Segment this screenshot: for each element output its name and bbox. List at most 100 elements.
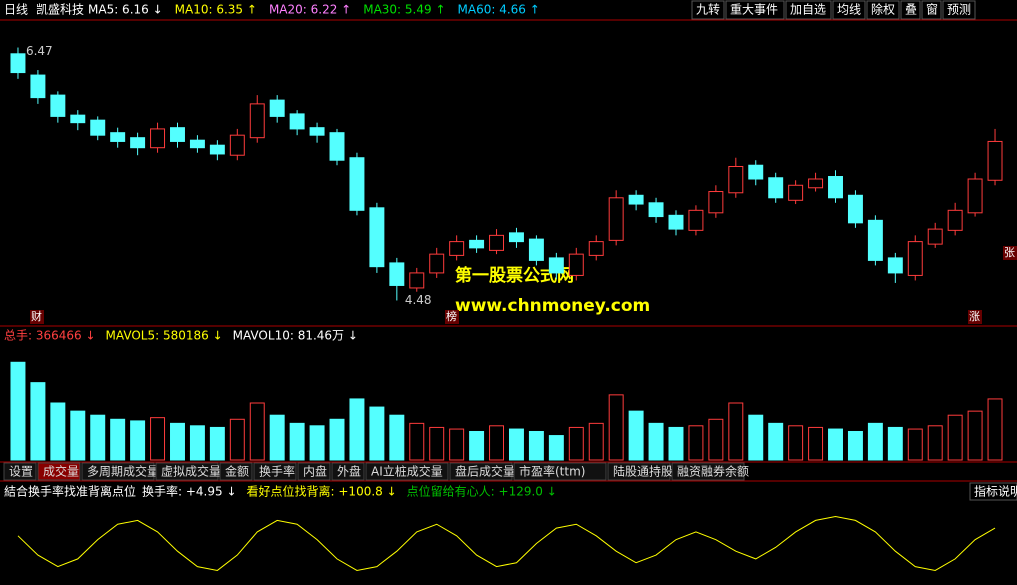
candle-body	[389, 262, 405, 286]
tab-label[interactable]: 设置	[9, 465, 33, 479]
candle-body	[528, 238, 544, 261]
candle-body	[90, 119, 106, 136]
toolbar-button[interactable]	[785, 0, 832, 20]
candle-body	[309, 127, 325, 136]
candle-body	[947, 209, 963, 231]
volume-bar	[369, 406, 385, 461]
volume-label: MAVOL5: 580186 ↓	[106, 329, 223, 343]
indicator-line	[17, 516, 996, 571]
tab[interactable]	[3, 462, 37, 481]
toolbar-button[interactable]	[691, 0, 725, 20]
candle-body	[748, 164, 764, 180]
tab[interactable]	[365, 462, 449, 481]
volume-bar	[269, 414, 285, 461]
volume-bar	[987, 398, 1003, 461]
tab-label[interactable]: 成交量	[43, 464, 79, 479]
toolbar-button[interactable]	[866, 0, 900, 20]
candle-body	[847, 194, 863, 224]
toolbar-label[interactable]: 加自选	[790, 3, 826, 17]
volume-bar	[209, 426, 225, 461]
candle-body	[369, 207, 385, 268]
tab-label[interactable]: 陆股通持股	[613, 464, 673, 479]
event-tag	[968, 310, 982, 324]
toolbar-button[interactable]	[725, 0, 785, 20]
tab-label[interactable]: 盘后成交量	[455, 464, 515, 479]
event-tag	[445, 310, 459, 324]
candle-body	[967, 178, 983, 214]
candle-body	[788, 184, 804, 201]
tab[interactable]	[513, 462, 607, 481]
volume-bar	[608, 394, 624, 461]
volume-bar	[150, 417, 166, 461]
volume-bar	[349, 398, 365, 461]
candle-body	[668, 214, 684, 230]
volume-bar	[429, 426, 445, 461]
candle-body	[229, 134, 245, 156]
volume-bar	[847, 431, 863, 461]
volume-bar	[229, 418, 245, 461]
volume-bar	[828, 428, 843, 461]
tab[interactable]	[671, 462, 745, 481]
help-button[interactable]	[969, 482, 1017, 501]
toolbar-button[interactable]	[921, 0, 942, 20]
tab[interactable]	[449, 462, 513, 481]
candle-body	[209, 144, 225, 155]
tab-label[interactable]: 金额	[225, 464, 249, 479]
volume-bar	[628, 410, 644, 461]
tab[interactable]	[253, 462, 297, 481]
volume-bar	[668, 426, 684, 461]
event-tag	[30, 310, 44, 324]
tab-label[interactable]: 市盈率(ttm)	[519, 464, 585, 479]
tab[interactable]	[297, 462, 331, 481]
tab-label[interactable]: 换手率	[259, 464, 295, 479]
tab-label[interactable]: 外盘	[337, 464, 361, 479]
tab-label[interactable]: 虚拟成交量	[161, 464, 221, 479]
volume-bar	[249, 402, 265, 461]
candle-body	[110, 132, 126, 142]
volume-bar	[449, 428, 465, 461]
ma-label: MA5: 6.16 ↓	[88, 3, 163, 17]
candle-body	[887, 257, 903, 274]
candle-body	[30, 74, 46, 99]
volume-bar	[10, 361, 26, 461]
candle-body	[708, 191, 724, 214]
tab[interactable]	[331, 462, 365, 481]
toolbar-button[interactable]	[900, 0, 921, 20]
candle-body	[688, 209, 704, 231]
tab-label[interactable]: 内盘	[303, 464, 327, 479]
period: 日线	[4, 3, 28, 17]
volume-bar	[808, 426, 824, 461]
toolbar-label[interactable]: 九转	[696, 2, 720, 17]
candle-body	[489, 234, 505, 251]
tab-label[interactable]: 多周期成交量	[87, 464, 159, 479]
tab-label[interactable]: 融资融券余额	[677, 464, 749, 479]
toolbar-button[interactable]	[832, 0, 866, 20]
candle-body	[170, 127, 185, 142]
tab-label[interactable]: AI立桩成交量	[371, 464, 443, 479]
tab[interactable]	[155, 462, 219, 481]
side-tag-label: 张	[1004, 246, 1015, 259]
toolbar-label[interactable]: 窗	[926, 3, 938, 17]
toolbar-label[interactable]: 重大事件	[730, 3, 778, 17]
volume-bar	[508, 428, 524, 461]
toolbar-label[interactable]: 均线	[837, 3, 861, 17]
help-label[interactable]: 指标说明	[974, 484, 1017, 499]
tab[interactable]	[37, 462, 81, 481]
tab[interactable]	[81, 462, 155, 481]
candle-body	[189, 139, 205, 149]
tab[interactable]	[607, 462, 671, 481]
volume-bar	[947, 414, 963, 461]
candle-body	[269, 99, 285, 117]
volume-bar	[409, 422, 425, 461]
toolbar-button[interactable]	[942, 0, 976, 20]
toolbar-label[interactable]: 叠	[905, 3, 917, 17]
tab[interactable]	[219, 462, 253, 481]
volume-bar	[728, 402, 744, 461]
candle-body	[349, 157, 365, 211]
ma-label: MA30: 5.49 ↑	[363, 3, 445, 17]
volume-bar	[768, 422, 784, 461]
toolbar-label[interactable]: 预测	[947, 3, 971, 17]
candle-body	[150, 128, 166, 149]
toolbar-label[interactable]: 除权	[871, 2, 895, 17]
volume-bar	[170, 422, 185, 461]
